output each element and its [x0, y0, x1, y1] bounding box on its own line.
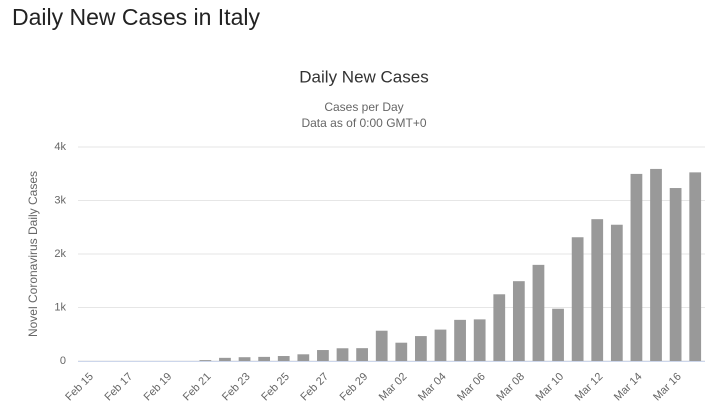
- x-tick-label: Mar 10: [534, 371, 567, 404]
- x-tick-label: Feb 23: [220, 371, 253, 404]
- bar: [689, 172, 702, 361]
- x-tick-label: Feb 15: [63, 371, 96, 404]
- bar: [454, 319, 466, 361]
- page-title: Daily New Cases in Italy: [12, 4, 260, 30]
- bar: [277, 356, 290, 361]
- bar: [297, 354, 310, 361]
- bar: [512, 281, 525, 361]
- bar: [395, 342, 408, 361]
- x-tick-label: Mar 16: [651, 371, 684, 404]
- y-tick-label: 3k: [54, 194, 66, 206]
- bar: [493, 294, 506, 361]
- bar: [669, 188, 682, 361]
- bar: [415, 336, 427, 361]
- bar: [610, 224, 623, 361]
- bar: [571, 237, 584, 361]
- y-tick-label: 1k: [54, 301, 66, 313]
- chart-title: Daily New Cases: [299, 67, 428, 86]
- x-tick-label: Mar 12: [573, 371, 606, 404]
- x-tick-label: Feb 27: [298, 371, 331, 404]
- bar: [630, 173, 643, 361]
- y-tick-label: 2k: [54, 248, 66, 260]
- y-axis-label: Novel Coronavirus Daily Cases: [26, 171, 40, 337]
- bar: [650, 168, 662, 361]
- bar: [356, 348, 368, 361]
- bar: [317, 350, 329, 361]
- y-tick-label: 4k: [54, 141, 66, 153]
- chart-subtitle: Data as of 0:00 GMT+0: [301, 116, 426, 130]
- y-tick-label: 0: [60, 355, 66, 367]
- x-tick-label: Feb 19: [142, 371, 175, 404]
- bar: [199, 360, 212, 361]
- bar: [434, 329, 447, 361]
- bar: [336, 348, 349, 361]
- x-tick-label: Feb 29: [338, 371, 371, 404]
- bar: [258, 356, 271, 361]
- x-tick-label: Feb 25: [259, 371, 292, 404]
- bar: [552, 308, 564, 361]
- x-tick-label: Mar 04: [416, 371, 449, 404]
- x-tick-label: Mar 08: [494, 371, 527, 404]
- chart-subtitle: Cases per Day: [324, 100, 403, 114]
- x-tick-label: Mar 02: [377, 371, 410, 404]
- x-tick-label: Feb 17: [102, 371, 135, 404]
- bar: [375, 330, 388, 361]
- x-tick-label: Mar 14: [612, 371, 645, 404]
- x-tick-label: Feb 21: [181, 371, 214, 404]
- bar: [532, 264, 545, 361]
- bar: [473, 319, 486, 361]
- bar: [219, 357, 231, 361]
- x-tick-label: Mar 06: [455, 371, 488, 404]
- bar: [591, 219, 604, 361]
- bar: [238, 357, 251, 361]
